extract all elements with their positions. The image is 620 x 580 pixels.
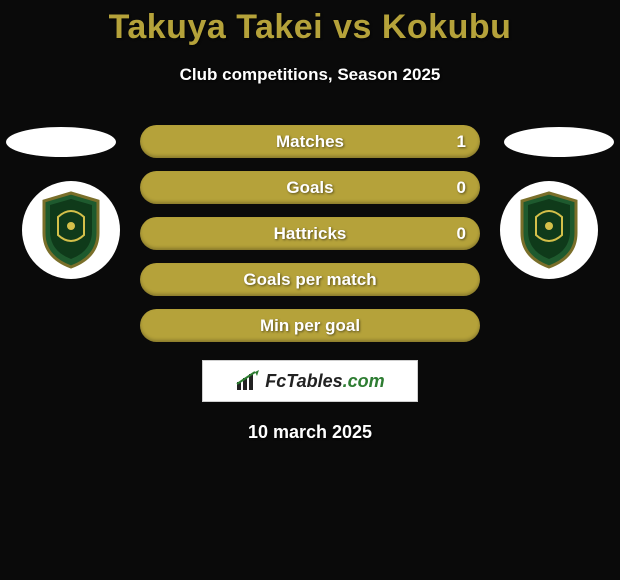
stat-bar-matches: Matches 1 (140, 125, 480, 158)
player-oval-left (6, 127, 116, 157)
stat-label: Min per goal (260, 316, 360, 336)
stat-value-right: 0 (457, 178, 466, 198)
stat-label: Hattricks (274, 224, 347, 244)
club-crest-left (22, 181, 120, 279)
page-title: Takuya Takei vs Kokubu (0, 0, 620, 47)
stat-label: Goals (286, 178, 333, 198)
brand-name: FcTables (265, 371, 342, 391)
player-oval-right (504, 127, 614, 157)
stat-bar-hattricks: Hattricks 0 (140, 217, 480, 250)
shield-crest-icon (38, 191, 104, 269)
club-crest-right (500, 181, 598, 279)
stat-value-right: 1 (457, 132, 466, 152)
bar-chart-icon (235, 370, 261, 392)
stat-bars: Matches 1 Goals 0 Hattricks 0 Goals per … (140, 125, 480, 342)
stat-label: Matches (276, 132, 344, 152)
branding-box: FcTables.com (202, 360, 418, 402)
subtitle: Club competitions, Season 2025 (0, 65, 620, 85)
stat-bar-goals: Goals 0 (140, 171, 480, 204)
stat-bar-min-per-goal: Min per goal (140, 309, 480, 342)
brand-suffix: .com (343, 371, 385, 391)
stat-value-right: 0 (457, 224, 466, 244)
shield-crest-icon (516, 191, 582, 269)
generation-date: 10 march 2025 (0, 422, 620, 443)
stat-label: Goals per match (243, 270, 376, 290)
comparison-area: Matches 1 Goals 0 Hattricks 0 Goals per … (0, 125, 620, 443)
brand-logo-text: FcTables.com (265, 371, 384, 392)
stat-bar-goals-per-match: Goals per match (140, 263, 480, 296)
